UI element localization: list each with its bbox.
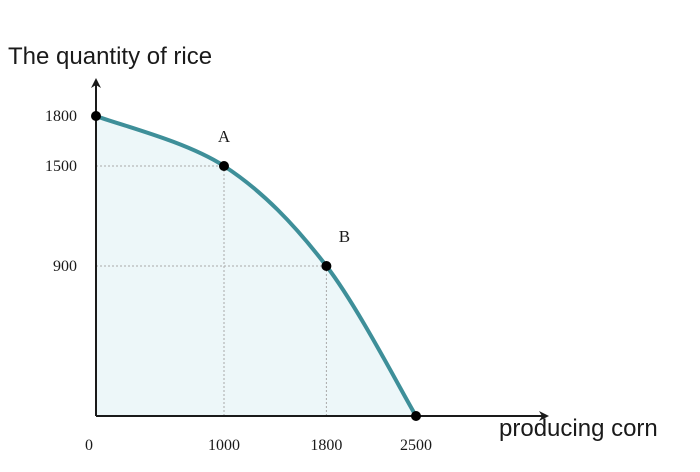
y-tick-labels: 1800 1500 900 (45, 108, 77, 275)
y-axis-label: The quantity of rice (8, 43, 212, 70)
x-tick-label-1000: 1000 (208, 437, 240, 454)
ppf-curve (94, 114, 418, 418)
x-tick-label-1800: 1800 (310, 437, 342, 454)
point-b (321, 261, 332, 271)
x-axis-label: producing corn (499, 415, 658, 442)
point-4 (411, 411, 421, 421)
point-1 (91, 111, 101, 121)
y-tick-label-1500: 1500 (45, 158, 77, 175)
guide-lines (96, 165, 327, 416)
y-tick-label-1800: 1800 (45, 108, 77, 125)
point-label-b: B (339, 227, 350, 246)
point-label-a: A (218, 127, 231, 146)
y-tick-label-900: 900 (53, 258, 77, 275)
x-tick-labels: 0 1000 1800 2500 (85, 437, 432, 454)
point-a (219, 161, 229, 171)
x-tick-label-2500: 2500 (400, 437, 432, 454)
data-points: AB (91, 111, 421, 421)
x-tick-label-0: 0 (85, 437, 93, 454)
